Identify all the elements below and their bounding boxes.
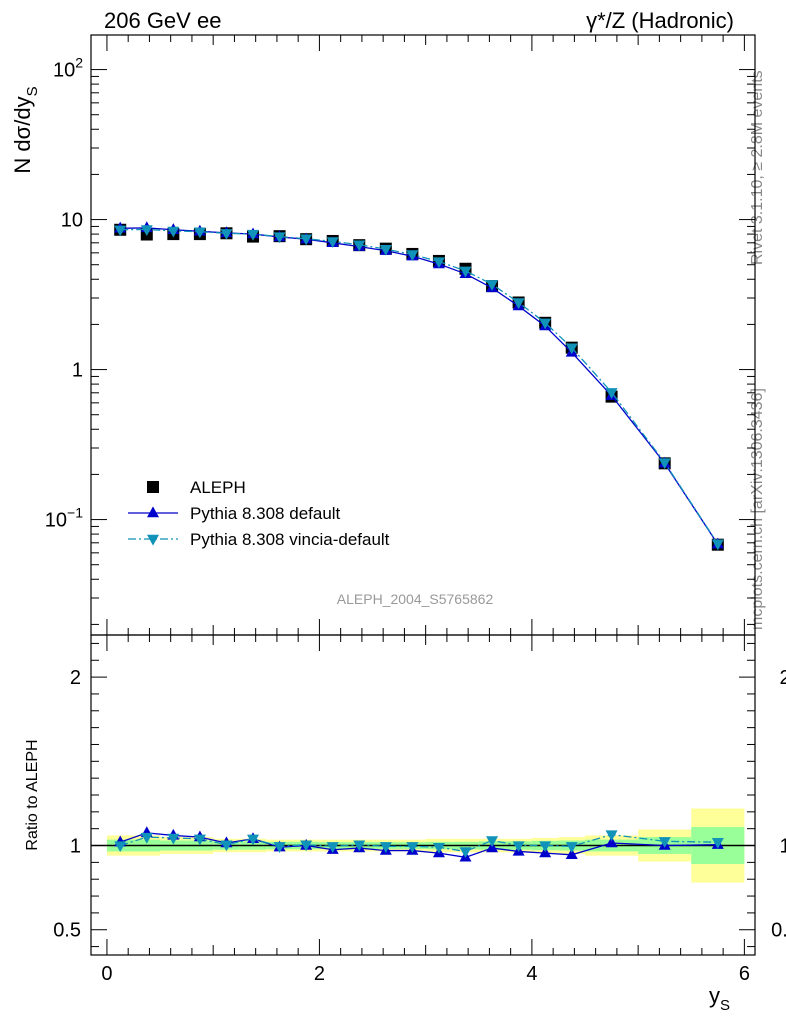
legend-label: ALEPH: [190, 478, 246, 497]
ratio-pythia-8-308-vincia-default-point: [658, 837, 671, 848]
ratio-pythia-8-308-vincia-default-point: [406, 842, 419, 853]
ratio-panel: 0.5 0.5 1 1 2 2 0 2 4 6 Ratio to ALEPH yS: [24, 634, 786, 1014]
ratio-pythia-8-308-vincia-default-point: [711, 837, 724, 849]
pythia-8-308-vincia-default-point: [353, 240, 366, 252]
pythia-8-308-vincia-default-point: [565, 343, 578, 355]
y-tick-label: 10: [61, 210, 83, 232]
ratio-pythia-8-308-vincia-default-point: [459, 847, 472, 859]
pythia-8-308-vincia-default-point: [114, 225, 127, 237]
ratio-pythia-8-308-vincia-default-point: [193, 834, 206, 846]
legend-marker: [147, 534, 159, 546]
main-panel: 10−1 1 10 102 ALEPH_2004_S5765862 ALEPH Pyth…: [10, 34, 756, 636]
pythia-8-308-vincia-default-point: [539, 318, 552, 330]
pythia-8-308-vincia-default-point: [379, 244, 392, 256]
pythia-8-308-vincia-default-point: [658, 458, 671, 470]
rivet-info-label: Rivet 3.1.10, ≥ 2.8M events: [749, 70, 766, 265]
ratio-pythia-8-308-vincia-default-point: [539, 841, 552, 853]
y-tick-label: 1: [72, 360, 83, 382]
legend-marker: [147, 481, 159, 493]
x-tick-label: 0: [101, 963, 112, 985]
y-tick-label: 102: [53, 55, 83, 82]
main-y-axis-label: N dσ/dyS: [10, 86, 41, 173]
pythia-8-308-vincia-default-point: [432, 257, 445, 269]
ratio-y-tick-label: 0.5: [53, 920, 81, 942]
ratio-pythia-8-308-vincia-default-point: [273, 842, 286, 853]
ratio-pythia-8-308-vincia-default-point: [353, 840, 366, 852]
ratio-pythia-8-308-vincia-default-point: [432, 843, 445, 854]
legend: ALEPH Pythia 8.308 default Pythia 8.308 vi…: [128, 478, 390, 549]
pythia-8-308-vincia-default-point: [459, 266, 472, 278]
pythia-8-308-vincia-default-point: [300, 234, 313, 246]
x-tick-label: 2: [314, 963, 325, 985]
legend-label: Pythia 8.308 default: [190, 504, 341, 523]
pythia-8-308-vincia-default-point: [711, 539, 724, 551]
legend-label: Pythia 8.308 vincia-default: [190, 530, 390, 549]
ratio-pythia-8-308-vincia-default-point: [605, 830, 618, 842]
pythia-8-308-vincia-default-point: [406, 250, 419, 262]
ratio-panel-frame: [90, 634, 756, 956]
pythia-8-308-vincia-default-point: [140, 225, 153, 236]
ratio-pythia-8-308-vincia-default-point: [140, 832, 153, 844]
ratio-pythia-8-308-vincia-default-line: [120, 833, 718, 853]
ratio-pythia-8-308-vincia-default-point: [379, 842, 392, 853]
x-tick-label: 4: [526, 963, 537, 985]
pythia-8-308-vincia-default-point: [247, 229, 260, 241]
y-tick-label: 10−1: [45, 505, 83, 532]
ratio-pythia-8-308-vincia-default-point: [486, 836, 499, 848]
pythia-8-308-vincia-default-point: [512, 298, 525, 310]
pythia-8-308-vincia-default-point: [326, 237, 339, 249]
ratio-y-tick-label: 1: [70, 836, 81, 858]
pythia-8-308-vincia-default-point: [273, 232, 286, 244]
analysis-id-label: ALEPH_2004_S5765862: [337, 591, 494, 607]
pythia-8-308-vincia-default-point: [220, 229, 233, 240]
ratio-y-tick-label-right: 1: [779, 836, 786, 858]
x-tick-label: 6: [739, 963, 750, 985]
ratio-pythia-8-308-vincia-default-point: [300, 840, 313, 852]
ratio-pythia-8-308-vincia-default-point: [326, 842, 339, 853]
ratio-pythia-8-308-vincia-default-point: [220, 840, 233, 852]
pythia-8-308-vincia-default-point: [605, 388, 618, 399]
pythia-8-308-vincia-default-point: [193, 227, 206, 239]
ratio-pythia-8-308-vincia-default-point: [512, 841, 525, 853]
mcplots-info-label: mcplots.cern.ch [arXiv:1306.3436]: [749, 388, 766, 630]
ratio-pythia-8-308-vincia-default-point: [565, 842, 578, 853]
ratio-pythia-8-308-vincia-default-point: [114, 841, 127, 853]
legend-marker: [147, 506, 159, 518]
x-axis-label: yS: [709, 983, 730, 1014]
header-process-label: γ*/Z (Hadronic): [586, 8, 734, 33]
ratio-y-axis-label: Ratio to ALEPH: [24, 739, 41, 850]
ratio-y-tick-label: 2: [70, 667, 81, 689]
ratio-y-tick-label-right: 2: [779, 667, 786, 689]
pythia-8-308-vincia-default-point: [486, 280, 499, 291]
ratio-pythia-8-308-vincia-default-point: [167, 833, 180, 845]
pythia-8-308-vincia-default-line: [120, 228, 719, 545]
ratio-pythia-8-308-default-point: [605, 836, 618, 848]
ratio-pythia-8-308-default-point: [565, 848, 578, 859]
ratio-y-tick-label-right: 0.5: [771, 920, 786, 942]
ratio-pythia-8-308-vincia-default-point: [247, 834, 260, 846]
pythia-8-308-vincia-default-point: [167, 226, 180, 238]
header-energy-label: 206 GeV ee: [104, 8, 221, 33]
